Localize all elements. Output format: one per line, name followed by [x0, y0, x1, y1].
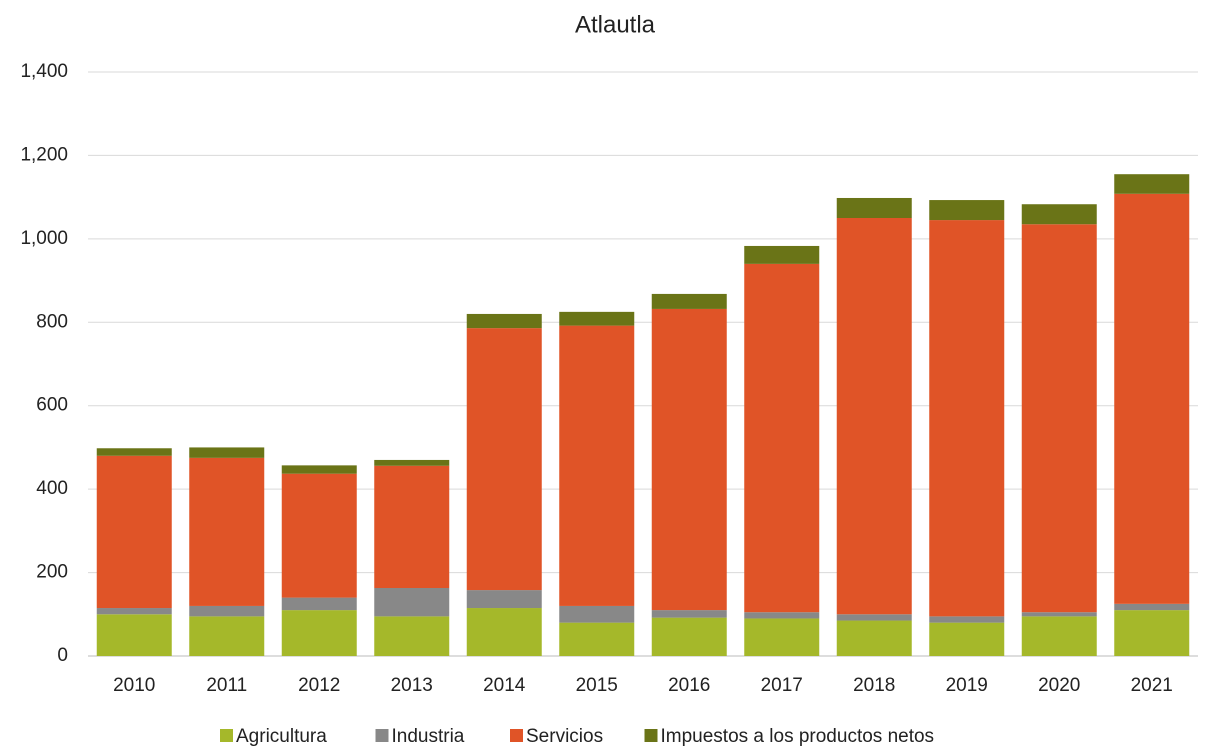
bar-segment [651, 617, 727, 656]
bar-segment [836, 218, 912, 615]
x-tick-label: 2013 [391, 675, 433, 696]
y-tick-label: 400 [36, 478, 68, 499]
bar-segment [1114, 174, 1190, 194]
bar-segment [466, 608, 542, 656]
bar-segment [374, 465, 450, 589]
bar-segment [281, 597, 357, 611]
legend-label: Servicios [526, 726, 603, 747]
bar-segment [96, 448, 172, 456]
bar-segment [836, 620, 912, 656]
bar-segment [281, 610, 357, 656]
legend-label: Impuestos a los productos netos [661, 726, 935, 747]
legend-label: Agricultura [236, 726, 327, 747]
bar-segment [1021, 224, 1097, 613]
bar-segment [189, 447, 265, 458]
legend-label: Industria [392, 726, 465, 747]
bar-segment [1114, 610, 1190, 656]
bar-segment [1021, 612, 1097, 617]
bar-segment [929, 220, 1005, 617]
x-tick-label: 2021 [1131, 675, 1173, 696]
bar-segment [374, 616, 450, 656]
y-tick-label: 1,000 [20, 228, 68, 249]
bar-segment [929, 200, 1005, 221]
legend-swatch [510, 729, 523, 742]
x-tick-label: 2012 [298, 675, 340, 696]
bar-segment [744, 245, 820, 264]
bar-segment [651, 610, 727, 618]
bar-segment [929, 622, 1005, 656]
bar-segment [96, 614, 172, 656]
bar-segment [1114, 603, 1190, 611]
chart-title: Atlautla [575, 11, 656, 38]
bar-segment [466, 590, 542, 609]
bar-segment [374, 459, 450, 466]
bar-segment [189, 605, 265, 617]
legend-swatch [644, 729, 658, 742]
x-tick-label: 2019 [946, 675, 988, 696]
bar-segment [281, 465, 357, 474]
y-tick-label: 0 [57, 645, 68, 666]
y-tick-label: 1,200 [20, 144, 68, 165]
x-tick-label: 2018 [853, 675, 895, 696]
bar-segment [559, 605, 635, 623]
bar-segment [466, 313, 542, 329]
y-tick-label: 800 [36, 311, 68, 332]
bar-segment [96, 608, 172, 615]
bar-segment [189, 616, 265, 656]
x-tick-label: 2011 [206, 675, 247, 696]
bar-segment [281, 473, 357, 598]
bar-segment [651, 308, 727, 611]
legend-swatch [220, 729, 233, 742]
y-tick-label: 200 [36, 562, 68, 583]
bar-segment [1114, 193, 1190, 604]
bar-segment [466, 328, 542, 591]
x-tick-label: 2015 [576, 675, 618, 696]
legend-swatch [375, 729, 389, 742]
x-tick-label: 2020 [1038, 675, 1080, 696]
bar-segment [1021, 204, 1097, 225]
bar-segment [744, 618, 820, 656]
x-tick-label: 2014 [483, 675, 526, 696]
bar-segment [651, 293, 727, 309]
x-tick-label: 2010 [113, 675, 155, 696]
y-tick-label: 600 [36, 395, 68, 416]
bar-segment [744, 263, 820, 613]
bar-segment [1021, 616, 1097, 656]
x-tick-label: 2016 [668, 675, 710, 696]
bar-segment [189, 457, 265, 606]
bar-segment [96, 455, 172, 609]
bar-segment [929, 616, 1005, 623]
bar-segment [744, 612, 820, 619]
bar-segment [559, 311, 635, 326]
bar-segment [559, 325, 635, 606]
bar-segment [836, 197, 912, 218]
x-tick-label: 2017 [761, 675, 803, 696]
y-tick-label: 1,400 [20, 61, 68, 82]
bar-segment [374, 588, 450, 617]
bar-segment [559, 622, 635, 656]
bar-segment [836, 614, 912, 621]
